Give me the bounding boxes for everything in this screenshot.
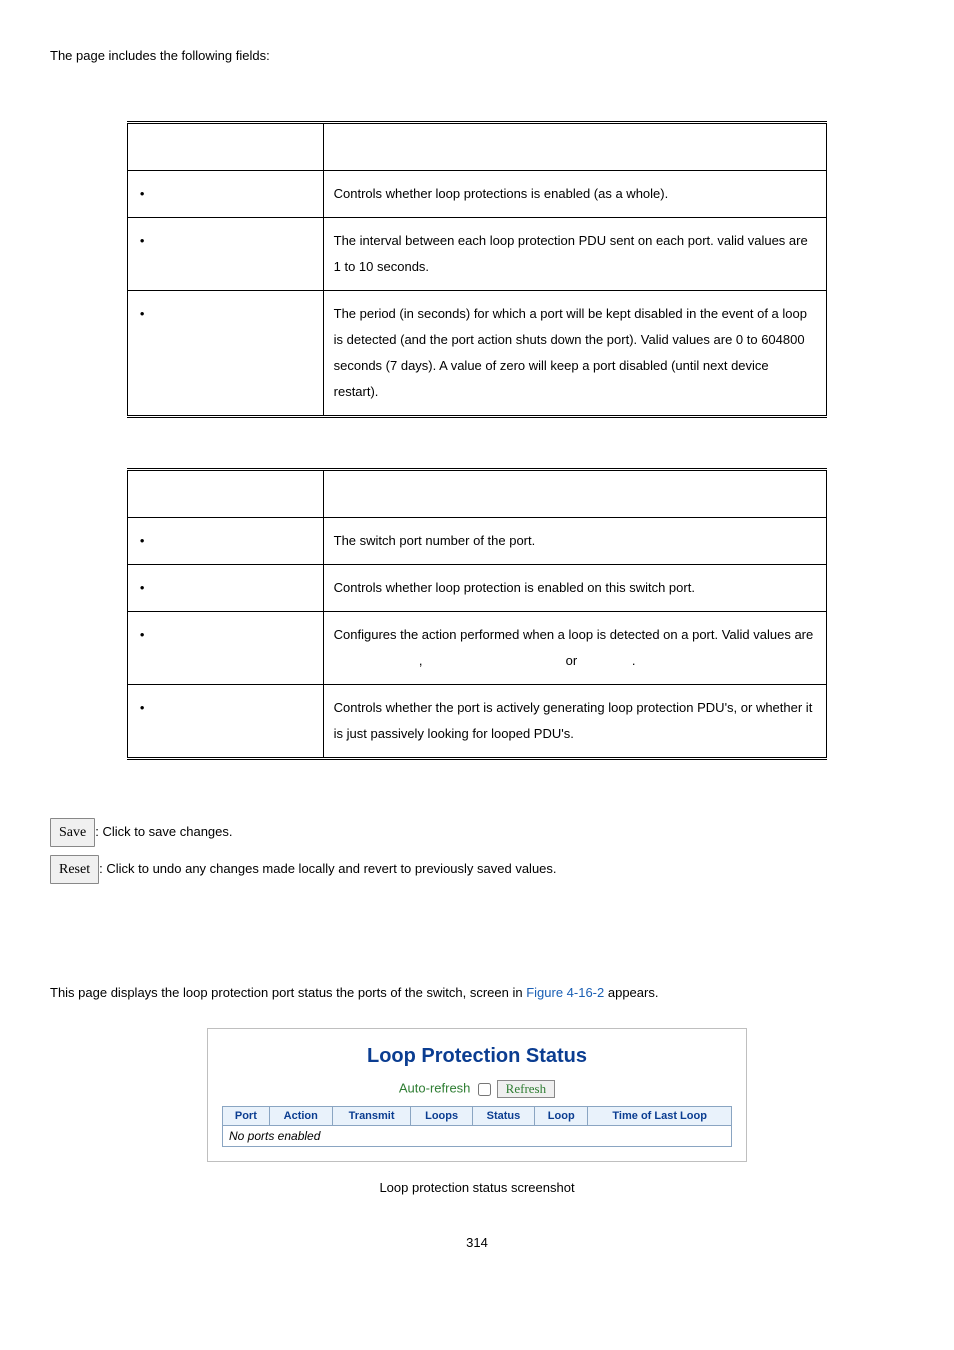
autorefresh-checkbox[interactable] [478, 1083, 491, 1096]
desc-enable: Controls whether loop protection is enab… [323, 565, 826, 612]
desc-enable-loop-protection: Controls whether loop protections is ena… [323, 171, 826, 218]
reset-line: Reset: Click to undo any changes made lo… [50, 855, 904, 884]
no-ports-cell: No ports enabled [223, 1126, 732, 1147]
refresh-button[interactable]: Refresh [497, 1080, 555, 1098]
status-section-title: 4.16.2 Loop Protection Status [50, 962, 904, 977]
th-transmit: Transmit [332, 1107, 411, 1126]
object-enable: Enable [127, 565, 323, 612]
th-loop: Loop [535, 1107, 588, 1126]
th-action: Action [269, 1107, 332, 1126]
intro-text: The page includes the following fields: [50, 48, 904, 63]
th-description: Description [323, 123, 826, 171]
th-port: Port [223, 1107, 270, 1126]
th-status: Status [472, 1107, 534, 1126]
object-shutdown-time: Shutdown Time [127, 291, 323, 417]
desc-transmission-time: The interval between each loop protectio… [323, 218, 826, 291]
screenshot-caption: Loop protection status screenshot [50, 1180, 904, 1195]
object-enable-loop-protection: Enable Loop Protection [127, 171, 323, 218]
desc-shutdown-time: The period (in seconds) for which a port… [323, 291, 826, 417]
screenshot-title: Loop Protection Status [222, 1045, 732, 1068]
desc-tx-mode: Controls whether the port is actively ge… [323, 685, 826, 759]
object-transmission-time: Transmission Time [127, 218, 323, 291]
reset-button[interactable]: Reset [50, 855, 99, 884]
autorefresh-label: Auto-refresh [399, 1081, 471, 1096]
desc-port: The switch port number of the port. [323, 518, 826, 565]
th-object-2: Object [127, 470, 323, 518]
port-config-table: Object Description Port The switch port … [127, 468, 827, 760]
figure-link: Figure 4-16-2 [526, 985, 604, 1000]
object-port: Port [127, 518, 323, 565]
page-number: 314 [50, 1235, 904, 1250]
save-description: : Click to save changes. [95, 824, 232, 839]
object-tx-mode: Tx Mode [127, 685, 323, 759]
desc-action: Configures the action performed when a l… [323, 612, 826, 685]
autorefresh-row: Auto-refresh Refresh [222, 1080, 732, 1098]
buttons-heading: Buttons [50, 795, 904, 810]
status-table: Port Action Transmit Loops Status Loop T… [222, 1106, 732, 1147]
th-description-2: Description [323, 470, 826, 518]
loop-protection-status-screenshot: Loop Protection Status Auto-refresh Refr… [207, 1028, 747, 1162]
status-intro: This page displays the loop protection p… [50, 985, 904, 1000]
th-loops: Loops [411, 1107, 472, 1126]
th-time-last-loop: Time of Last Loop [588, 1107, 732, 1126]
object-action: Action [127, 612, 323, 685]
reset-description: : Click to undo any changes made locally… [99, 861, 556, 876]
save-line: Save: Click to save changes. [50, 818, 904, 847]
general-settings-table: Object Description Enable Loop Protectio… [127, 121, 827, 418]
save-button[interactable]: Save [50, 818, 95, 847]
th-object: Object [127, 123, 323, 171]
